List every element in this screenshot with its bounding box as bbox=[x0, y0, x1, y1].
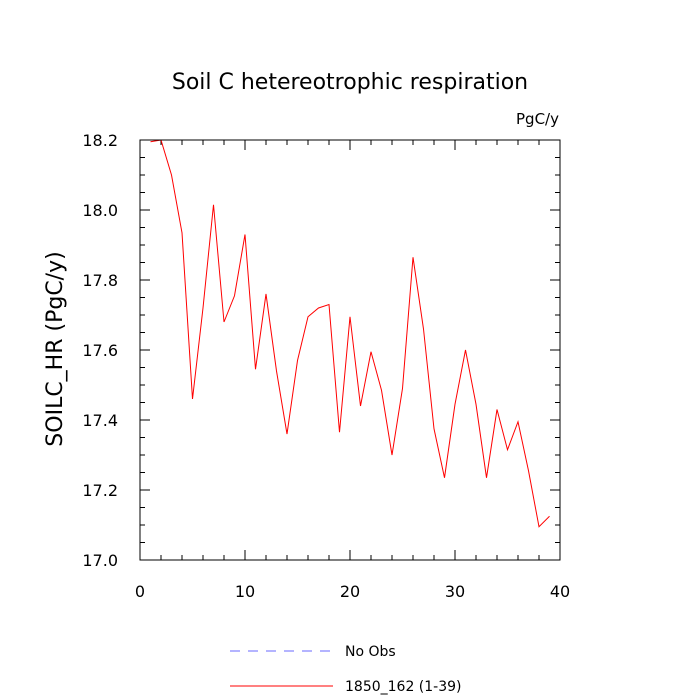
y-axis-label: SOILC_HR (PgC/y) bbox=[43, 251, 68, 446]
plot-lines bbox=[150, 140, 550, 528]
legend-label: No Obs bbox=[345, 644, 396, 660]
x-tick-label: 30 bbox=[445, 582, 465, 601]
y-tick-label: 17.0 bbox=[82, 551, 118, 570]
x-tick-label: 40 bbox=[550, 582, 570, 601]
tick-labels: 0 10 20 30 40 17.0 17.2 17.4 17.6 17.8 18.0 18.2 bbox=[82, 131, 570, 601]
y-tick-label: 17.8 bbox=[82, 271, 118, 290]
y-tick-label: 17.4 bbox=[82, 411, 118, 430]
y-tick-label: 18.2 bbox=[82, 131, 118, 150]
x-tick-label: 10 bbox=[235, 582, 255, 601]
series-line bbox=[150, 140, 550, 528]
x-tick-label: 0 bbox=[135, 582, 145, 601]
y-tick-label: 17.2 bbox=[82, 481, 118, 500]
y-tick-label: 18.0 bbox=[82, 201, 118, 220]
y-tick-label: 17.6 bbox=[82, 341, 118, 360]
units-label: PgC/y bbox=[516, 110, 559, 128]
chart-title: Soil C hetereotrophic respiration bbox=[172, 70, 528, 95]
legend: No Obs 1850_162 (1-39) bbox=[230, 644, 462, 695]
axis-ticks bbox=[139, 139, 561, 561]
x-tick-label: 20 bbox=[340, 582, 360, 601]
plot-frame bbox=[139, 139, 561, 561]
legend-label: 1850_162 (1-39) bbox=[345, 679, 462, 695]
